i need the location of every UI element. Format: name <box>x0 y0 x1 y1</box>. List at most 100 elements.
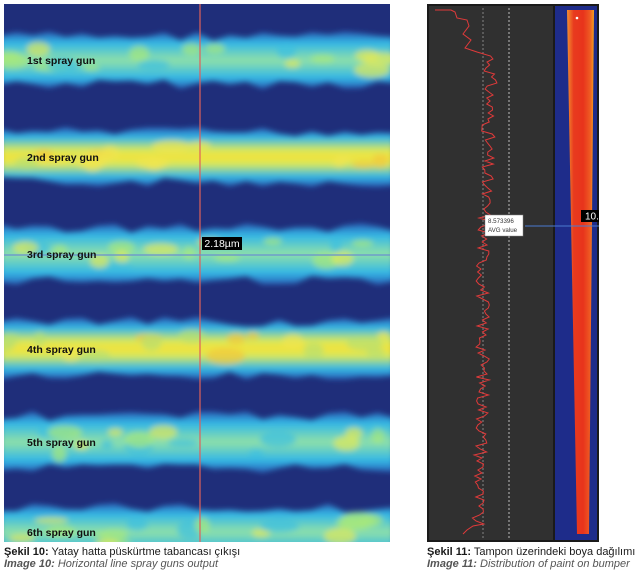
spray-speckle <box>194 517 210 534</box>
heatmap-bands <box>4 31 390 542</box>
band-label: 6th spray gun <box>27 527 96 539</box>
spray-speckle <box>354 62 390 78</box>
caption-tr-text: Yatay hatta püskürtme tabancası çıkışı <box>51 546 241 558</box>
band-label: 1st spray gun <box>27 55 95 67</box>
spray-speckle <box>73 151 110 169</box>
spray-speckle <box>52 244 68 255</box>
spray-speckle <box>149 425 178 439</box>
spray-speckle <box>248 448 264 458</box>
spray-speckle <box>100 440 113 449</box>
spray-speckle <box>46 58 79 72</box>
spray-band <box>4 223 390 285</box>
spray-speckle <box>52 446 67 463</box>
spray-speckle <box>213 254 240 262</box>
spray-speckle <box>80 349 111 361</box>
spray-speckle <box>107 428 123 437</box>
spray-speckle <box>276 43 297 59</box>
figure10-caption: Şekil 10: Yatay hatta püskürtme tabancas… <box>4 546 240 570</box>
spray-speckle <box>183 246 196 260</box>
bumper-heatmap <box>567 10 594 534</box>
spray-speckle <box>33 331 46 347</box>
avg-value-label: AVG value <box>488 227 518 234</box>
spray-speckle <box>145 160 163 171</box>
spray-speckle <box>330 237 343 254</box>
spray-speckle <box>336 154 351 163</box>
spray-speckle <box>129 45 150 62</box>
profile-panel <box>429 6 553 540</box>
figure11-caption: Şekil 11: Tampon üzerindeki boya dağılım… <box>427 546 635 570</box>
spray-band <box>4 127 390 187</box>
spray-band-shape <box>4 127 390 187</box>
spray-speckle <box>362 52 390 66</box>
spray-speckle <box>377 331 390 341</box>
spray-speckle <box>372 153 389 169</box>
spray-speckle <box>143 243 179 255</box>
spray-speckle <box>345 427 363 440</box>
band-label: 5th spray gun <box>27 437 96 449</box>
caption-en-label: Image 10: <box>4 558 55 570</box>
paint-distribution-graph: 8.573396 AVG value 10.51µm <box>427 4 599 542</box>
spray-speckle <box>351 161 376 169</box>
spray-band-shape <box>4 223 390 285</box>
spray-speckle <box>151 140 191 153</box>
spray-speckle <box>371 428 385 444</box>
spray-speckle <box>103 261 132 270</box>
spray-speckle <box>45 525 76 538</box>
paint-thickness-profile <box>435 9 498 535</box>
spray-speckle <box>167 439 199 447</box>
spray-speckle <box>331 251 354 266</box>
spray-speckle <box>26 42 51 57</box>
spray-speckle <box>346 336 384 351</box>
spray-speckle <box>181 43 202 56</box>
spray-speckle <box>263 237 283 245</box>
spray-speckle <box>205 347 246 365</box>
bumper-marker <box>575 16 579 20</box>
caption-en-label: Image 11: <box>427 558 477 570</box>
spray-speckle <box>303 342 324 359</box>
spray-speckle <box>73 440 90 450</box>
measurement-value: 10.51µm <box>585 212 599 223</box>
caption-en: Image 11: Distribution of paint on bumpe… <box>427 558 635 570</box>
spray-speckle <box>310 54 335 64</box>
spray-speckle <box>323 527 356 542</box>
spray-speckle <box>204 43 226 54</box>
spray-speckle <box>284 59 301 68</box>
spray-speckle <box>12 241 39 254</box>
spray-speckle <box>14 156 40 170</box>
spray-speckle <box>47 425 83 440</box>
spray-speckle <box>259 431 297 447</box>
spray-speckle <box>124 431 155 448</box>
avg-value-tooltip <box>484 214 524 237</box>
spray-guns-heatmap: 1st spray gun 2nd spray gun 3rd spray gun 4… <box>4 4 390 542</box>
band-label: 3rd spray gun <box>27 249 96 261</box>
caption-tr: Şekil 10: Yatay hatta püskürtme tabancas… <box>4 546 240 558</box>
spray-speckle <box>114 250 129 264</box>
spray-speckle <box>4 336 16 352</box>
spray-speckle <box>34 517 69 524</box>
caption-tr-label: Şekil 11: <box>427 546 472 558</box>
spray-speckle <box>82 64 100 72</box>
spray-speckle <box>89 254 110 268</box>
spray-speckle <box>108 240 135 254</box>
caption-en: Image 10: Horizontal line spray guns out… <box>4 558 240 570</box>
spray-speckle <box>34 149 53 160</box>
spray-speckle <box>141 333 162 351</box>
spray-speckle <box>333 435 360 451</box>
spray-speckle <box>34 159 71 166</box>
spray-band <box>4 31 390 89</box>
spray-guns-heatmap-figure: 1st spray gun 2nd spray gun 3rd spray gun 4… <box>4 4 390 542</box>
measurement-box <box>202 237 242 250</box>
caption-tr-label: Şekil 10: <box>4 546 49 558</box>
measurement-value: 2.18µm <box>204 238 239 250</box>
spray-speckle <box>93 531 110 539</box>
spray-speckle <box>60 345 81 362</box>
caption-tr: Şekil 11: Tampon üzerindeki boya dağılım… <box>427 546 635 558</box>
paint-distribution-figure: 8.573396 AVG value 10.51µm <box>427 4 599 542</box>
spray-speckle <box>282 333 304 349</box>
avg-value-number: 8.573396 <box>488 218 514 225</box>
spray-band <box>4 317 390 379</box>
spray-speckle <box>226 332 246 345</box>
caption-tr-text: Tampon üzerindeki boya dağılımı <box>473 546 636 558</box>
spray-band <box>4 503 390 542</box>
spray-speckle <box>178 329 206 344</box>
